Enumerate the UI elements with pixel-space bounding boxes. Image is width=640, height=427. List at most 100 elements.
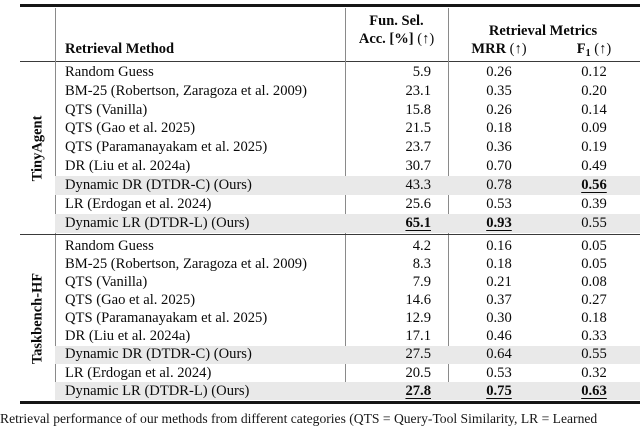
- method-cell: Dynamic DR (DTDR-C) (Ours): [65, 346, 252, 363]
- method-cell: BM-25 (Robertson, Zaragoza et al. 2009): [65, 82, 307, 99]
- mrr-cell: 0.46: [486, 328, 512, 345]
- column-header-mrr: MRR (↑): [448, 41, 550, 58]
- method-cell: Random Guess: [65, 237, 154, 254]
- mrr-cell: 0.18: [486, 255, 512, 272]
- mrr-cell: 0.53: [486, 195, 512, 212]
- acc-cell: 15.8: [405, 101, 431, 118]
- method-cell: DR (Liu et al. 2024a): [65, 158, 191, 175]
- table-caption: Retrieval performance of our methods fro…: [0, 411, 598, 426]
- table-row: QTS (Gao et al. 2025) 21.5 0.18 0.09: [20, 120, 640, 139]
- f1-cell-best: 0.56: [581, 176, 607, 193]
- method-cell: QTS (Gao et al. 2025): [65, 120, 196, 137]
- acc-cell: 12.9: [405, 310, 431, 327]
- acc-label: Acc. [%]: [358, 31, 414, 47]
- vertical-rule-acc: [345, 8, 347, 400]
- acc-cell: 21.5: [405, 120, 431, 137]
- table-row-highlighted: Dynamic DR (DTDR-C) (Ours) 43.3 0.78 0.5…: [20, 176, 640, 195]
- acc-cell: 5.9: [412, 63, 431, 80]
- section-separator-rule: [20, 233, 640, 235]
- column-header-f1: F1 (↑): [550, 41, 638, 59]
- table-row: Random Guess 4.2 0.16 0.05: [20, 237, 640, 255]
- column-group-header-retrieval-metrics: Retrieval Metrics: [488, 23, 598, 39]
- header-separator-rule: [20, 61, 640, 63]
- acc-cell: 43.3: [405, 176, 431, 193]
- vertical-rule-groups: [55, 8, 57, 400]
- f1-subscript: 1: [585, 48, 591, 59]
- mrr-cell: 0.64: [486, 346, 512, 363]
- acc-cell: 7.9: [412, 273, 431, 290]
- f1-cell: 0.08: [581, 273, 607, 290]
- method-cell: Dynamic LR (DTDR-L) (Ours): [65, 214, 250, 231]
- table-row-highlighted: Dynamic LR (DTDR-L) (Ours) 27.8 0.75 0.6…: [20, 382, 640, 401]
- method-cell: LR (Erdogan et al. 2024): [65, 195, 212, 212]
- mrr-cell: 0.36: [486, 139, 512, 156]
- f1-cell: 0.55: [581, 214, 607, 231]
- mrr-cell: 0.30: [486, 310, 512, 327]
- table-row: Random Guess 5.9 0.26 0.12: [20, 63, 640, 82]
- method-cell: QTS (Paramanayakam et al. 2025): [65, 139, 268, 156]
- mrr-cell: 0.53: [486, 364, 512, 381]
- table-row: BM-25 (Robertson, Zaragoza et al. 2009) …: [20, 255, 640, 273]
- mrr-cell-best: 0.75: [486, 382, 512, 399]
- column-header-method: Retrieval Method: [65, 41, 175, 57]
- column-header-acc-line2: Acc. [%] (↑): [345, 31, 448, 48]
- table-row: QTS (Vanilla) 7.9 0.21 0.08: [20, 273, 640, 291]
- table-row: QTS (Vanilla) 15.8 0.26 0.14: [20, 101, 640, 120]
- mrr-cell: 0.21: [486, 273, 512, 290]
- method-cell: QTS (Gao et al. 2025): [65, 291, 196, 308]
- acc-cell: 17.1: [405, 328, 431, 345]
- f1-cell: 0.20: [581, 82, 607, 99]
- acc-cell: 30.7: [405, 158, 431, 175]
- f1-cell: 0.09: [581, 120, 607, 137]
- acc-cell-best: 27.8: [405, 382, 431, 399]
- table-top-rule: [20, 4, 640, 7]
- mrr-cell: 0.18: [486, 120, 512, 137]
- f1-cell: 0.19: [581, 139, 607, 156]
- table-row: QTS (Gao et al. 2025) 14.6 0.37 0.27: [20, 291, 640, 309]
- table-row: LR (Erdogan et al. 2024) 20.5 0.53 0.32: [20, 364, 640, 382]
- f1-cell-best: 0.63: [581, 382, 607, 399]
- table-row: DR (Liu et al. 2024a) 30.7 0.70 0.49: [20, 157, 640, 176]
- f1-cell: 0.12: [581, 63, 607, 80]
- acc-cell: 8.3: [412, 255, 431, 272]
- mrr-cell-best: 0.93: [486, 214, 512, 231]
- mrr-label: MRR: [471, 41, 507, 57]
- mrr-cell: 0.78: [486, 176, 512, 193]
- table-row-highlighted: Dynamic LR (DTDR-L) (Ours) 65.1 0.93 0.5…: [20, 213, 640, 233]
- acc-cell: 20.5: [405, 364, 431, 381]
- mrr-cell: 0.35: [486, 82, 512, 99]
- f1-cell: 0.05: [581, 255, 607, 272]
- f1-cell: 0.49: [581, 158, 607, 175]
- vertical-rule-metrics: [448, 8, 450, 400]
- table-bottom-rule: [20, 401, 640, 404]
- section-tinyagent: Random Guess 5.9 0.26 0.12 BM-25 (Robert…: [20, 63, 640, 233]
- acc-cell: 25.6: [405, 195, 431, 212]
- acc-cell: 23.1: [405, 82, 431, 99]
- up-arrow-icon: (↑): [594, 41, 612, 57]
- mrr-cell: 0.16: [486, 237, 512, 254]
- f1-cell: 0.18: [581, 310, 607, 327]
- column-header-acc-line1: Fun. Sel.: [369, 13, 424, 29]
- acc-cell: 4.2: [412, 237, 431, 254]
- f1-cell: 0.32: [581, 364, 607, 381]
- f1-cell: 0.55: [581, 346, 607, 363]
- method-cell: LR (Erdogan et al. 2024): [65, 364, 212, 381]
- f1-cell: 0.27: [581, 291, 607, 308]
- mrr-cell: 0.37: [486, 291, 512, 308]
- f1-label: F: [576, 41, 586, 57]
- table-row: DR (Liu et al. 2024a) 17.1 0.46 0.33: [20, 328, 640, 346]
- method-cell: QTS (Paramanayakam et al. 2025): [65, 310, 268, 327]
- method-cell: QTS (Vanilla): [65, 273, 148, 290]
- mrr-cell: 0.26: [486, 101, 512, 118]
- acc-cell: 14.6: [405, 291, 431, 308]
- method-cell: BM-25 (Robertson, Zaragoza et al. 2009): [65, 255, 307, 272]
- f1-cell: 0.39: [581, 195, 607, 212]
- acc-cell-best: 65.1: [405, 214, 431, 231]
- f1-cell: 0.33: [581, 328, 607, 345]
- section-taskbench-hf: Random Guess 4.2 0.16 0.05 BM-25 (Robert…: [20, 237, 640, 401]
- method-cell: QTS (Vanilla): [65, 101, 148, 118]
- mrr-cell: 0.70: [486, 158, 512, 175]
- table-row: LR (Erdogan et al. 2024) 25.6 0.53 0.39: [20, 195, 640, 214]
- table-row-highlighted: Dynamic DR (DTDR-C) (Ours) 27.5 0.64 0.5…: [20, 345, 640, 364]
- table-row: BM-25 (Robertson, Zaragoza et al. 2009) …: [20, 82, 640, 101]
